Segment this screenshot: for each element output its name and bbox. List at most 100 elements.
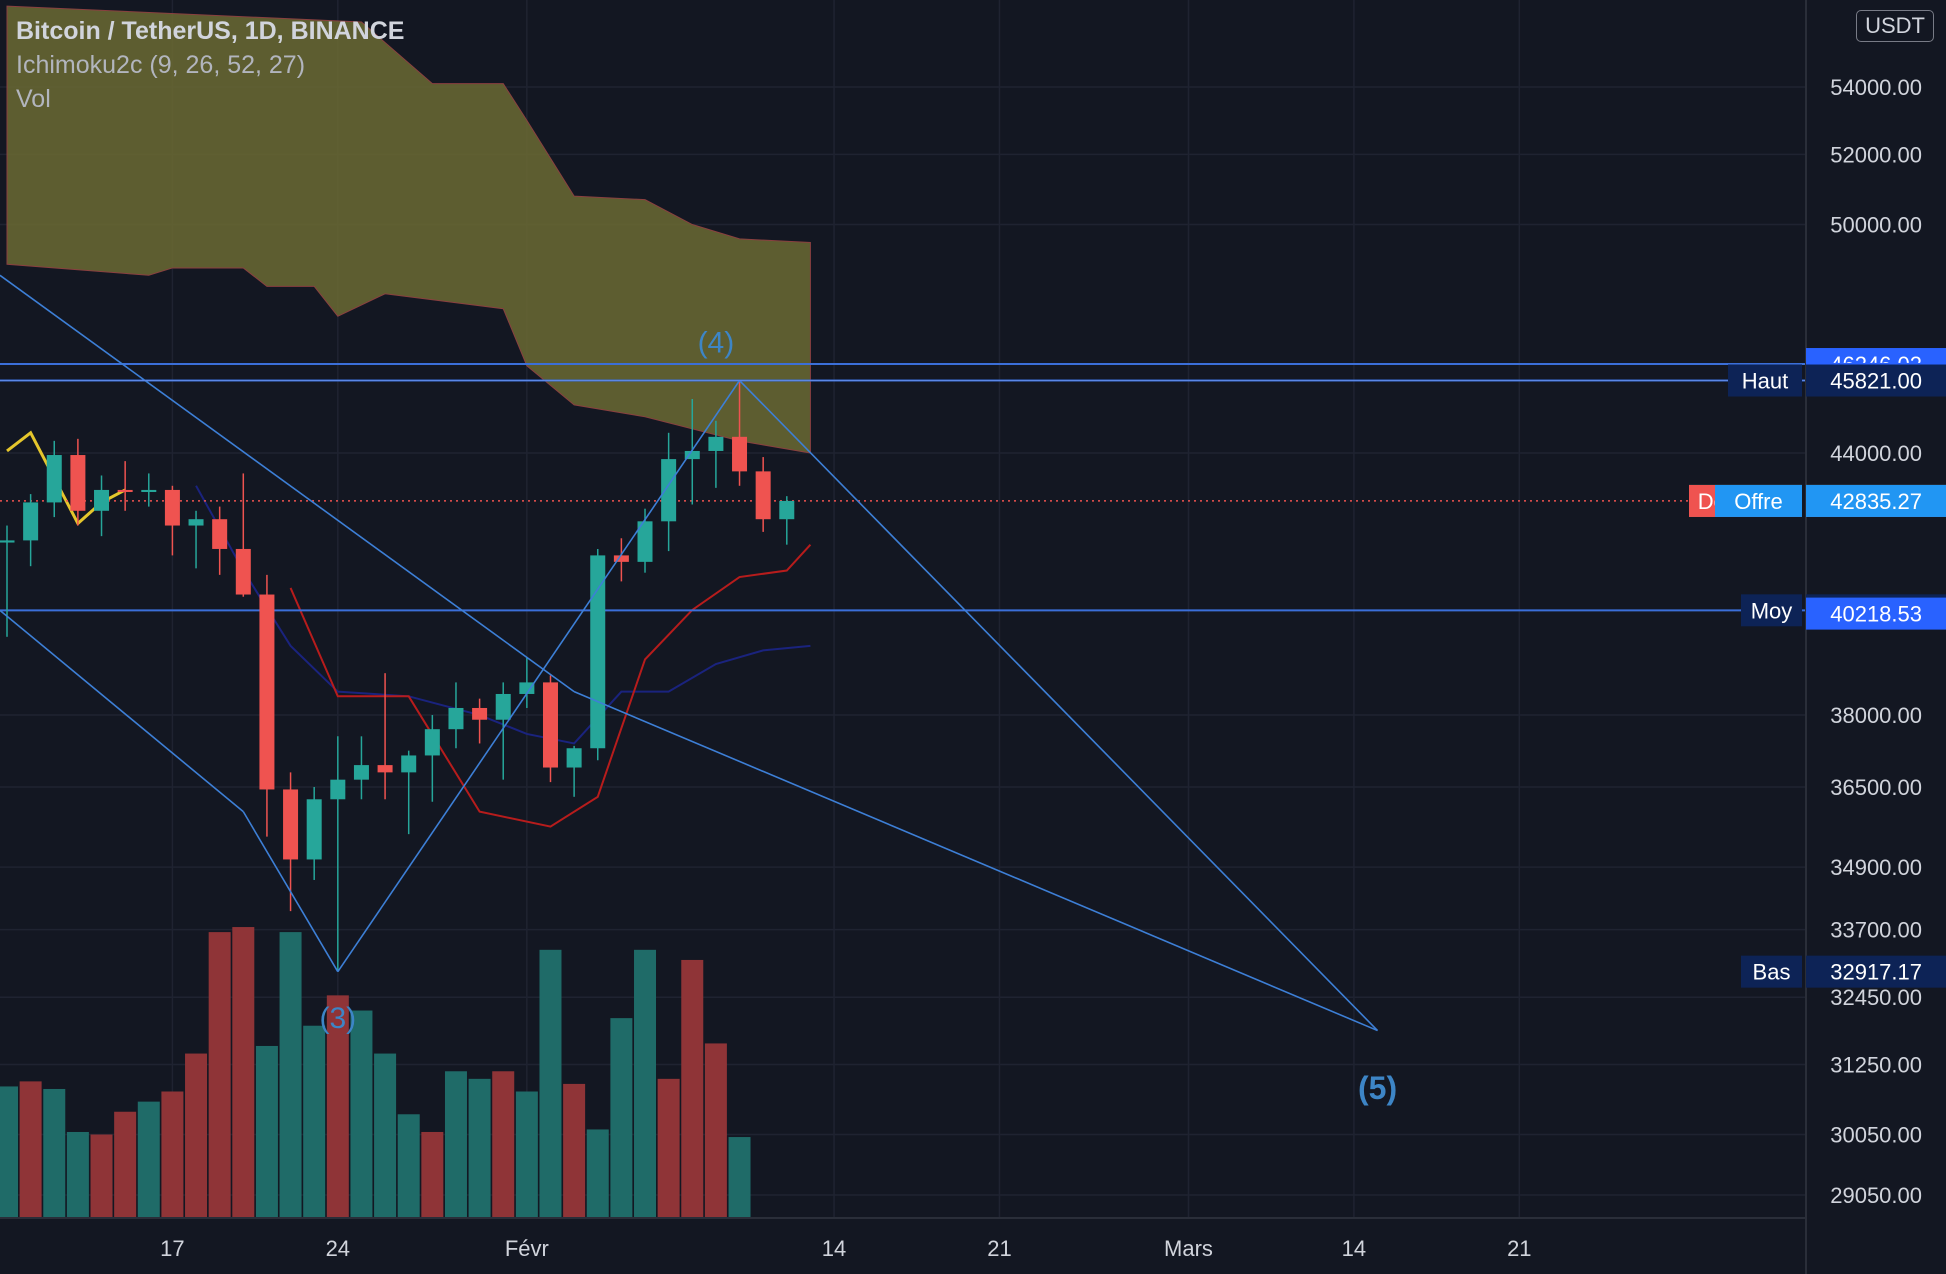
candle-body[interactable] <box>401 755 417 773</box>
volume-bar[interactable] <box>586 1129 609 1218</box>
price-label-value-offre: 42835.27 <box>1830 489 1922 514</box>
volume-bar[interactable] <box>232 927 255 1218</box>
volume-bar[interactable] <box>374 1053 397 1218</box>
volume-bar[interactable] <box>681 959 704 1218</box>
wave-leg-4-5[interactable] <box>738 379 1379 1032</box>
candle-body[interactable] <box>94 489 110 511</box>
candle-body[interactable] <box>259 594 275 790</box>
volume-bar[interactable] <box>444 1071 467 1218</box>
volume-bar[interactable] <box>634 949 657 1218</box>
candle-body[interactable] <box>590 555 606 749</box>
price-label-value-haut: 45821.00 <box>1830 369 1922 394</box>
wave-leg-2-3-b[interactable] <box>242 811 339 973</box>
volume-bar[interactable] <box>397 1114 420 1218</box>
candle-body[interactable] <box>755 471 771 520</box>
price-tick-label: 54000.00 <box>1830 75 1922 100</box>
time-tick-label: 14 <box>1342 1236 1366 1261</box>
price-label-bas[interactable] <box>1806 955 1946 988</box>
time-tick-label: 21 <box>987 1236 1011 1261</box>
candle-body[interactable] <box>779 500 795 520</box>
currency-unit-button[interactable]: USDT <box>1856 10 1934 42</box>
volume-bar[interactable] <box>137 1101 160 1218</box>
price-label-offre[interactable] <box>1806 484 1946 517</box>
price-label-level-40218[interactable] <box>1806 597 1946 630</box>
wave-leg-3-4[interactable] <box>337 380 741 973</box>
volume-bar[interactable] <box>279 932 302 1218</box>
price-tick-label: 50000.00 <box>1830 213 1922 238</box>
trend-line-upper[interactable] <box>0 274 575 693</box>
price-tick-label: 34900.00 <box>1830 855 1922 880</box>
price-tag-bas[interactable] <box>1741 955 1802 988</box>
volume-bar[interactable] <box>208 932 231 1218</box>
volume-bar[interactable] <box>66 1131 89 1218</box>
price-tag-offre[interactable] <box>1715 484 1802 517</box>
candle-body[interactable] <box>613 555 629 562</box>
candle-body[interactable] <box>46 455 62 503</box>
wave-leg-2-3-a[interactable] <box>0 609 244 813</box>
volume-bar[interactable] <box>0 1086 18 1218</box>
candle-body[interactable] <box>188 519 204 526</box>
candle-body[interactable] <box>519 682 535 694</box>
price-tick-label: 31250.00 <box>1830 1053 1922 1078</box>
volume-bar[interactable] <box>90 1134 113 1218</box>
volume-bar[interactable] <box>185 1053 208 1218</box>
price-axis[interactable] <box>1806 0 1946 1274</box>
candle-body[interactable] <box>23 502 39 541</box>
candle-body[interactable] <box>212 519 228 549</box>
volume-bar[interactable] <box>704 1043 727 1218</box>
volume-bar[interactable] <box>161 1091 184 1219</box>
candle-body[interactable] <box>495 693 511 720</box>
symbol-title[interactable]: Bitcoin / TetherUS, 1D, BINANCE <box>16 17 405 45</box>
volume-bar[interactable] <box>728 1137 751 1218</box>
candle-body[interactable] <box>472 707 488 720</box>
candle-body[interactable] <box>353 765 369 780</box>
price-tag-haut[interactable] <box>1728 364 1802 397</box>
volume-bar[interactable] <box>563 1083 586 1218</box>
volume-bar[interactable] <box>657 1078 680 1218</box>
volume-bar[interactable] <box>114 1111 137 1218</box>
candle-body[interactable] <box>708 436 724 451</box>
volume-bar[interactable] <box>350 1010 373 1218</box>
volume-bar[interactable] <box>19 1081 42 1218</box>
price-tick-label: 29050.00 <box>1830 1183 1922 1208</box>
price-label-haut[interactable] <box>1806 364 1946 397</box>
candle-body[interactable] <box>0 540 15 543</box>
price-tag-moy[interactable] <box>1741 594 1802 627</box>
candle-body[interactable] <box>661 459 677 522</box>
candle-body[interactable] <box>684 450 700 460</box>
volume-bar[interactable] <box>326 995 349 1218</box>
price-tick-label: 52000.00 <box>1830 142 1922 167</box>
volume-bar[interactable] <box>43 1088 66 1218</box>
volume-bar[interactable] <box>610 1018 633 1218</box>
volume-bar[interactable] <box>303 1025 326 1218</box>
candle-body[interactable] <box>70 455 86 511</box>
candle-body[interactable] <box>283 789 299 860</box>
candle-body[interactable] <box>306 799 322 860</box>
indicator-ichimoku[interactable]: Ichimoku2c (9, 26, 52, 27) <box>16 51 306 79</box>
candle-body[interactable] <box>424 729 440 756</box>
candle-body[interactable] <box>164 489 180 526</box>
candle-body[interactable] <box>542 682 558 768</box>
candle-body[interactable] <box>330 779 346 800</box>
volume-bar[interactable] <box>539 949 562 1218</box>
volume-bar[interactable] <box>255 1045 278 1218</box>
candle-body[interactable] <box>448 707 464 730</box>
volume-bar[interactable] <box>421 1131 444 1218</box>
volume-bar[interactable] <box>492 1071 515 1218</box>
volume-bar[interactable] <box>515 1091 538 1219</box>
trend-line-lower-target[interactable] <box>573 690 1378 1032</box>
candle-body[interactable] <box>377 765 393 773</box>
candle-body[interactable] <box>637 521 653 562</box>
candle-body[interactable] <box>566 748 582 768</box>
candle-body[interactable] <box>732 436 748 472</box>
candle-body[interactable] <box>235 548 251 595</box>
time-tick-label: 17 <box>160 1236 184 1261</box>
time-tick-label: 24 <box>326 1236 350 1261</box>
candle-body[interactable] <box>117 489 133 493</box>
time-tick-label: Févr <box>505 1236 549 1261</box>
price-tick-label: 32450.00 <box>1830 985 1922 1010</box>
candle-body[interactable] <box>141 489 157 493</box>
indicator-volume[interactable]: Vol <box>16 85 51 113</box>
volume-bar[interactable] <box>468 1078 491 1218</box>
